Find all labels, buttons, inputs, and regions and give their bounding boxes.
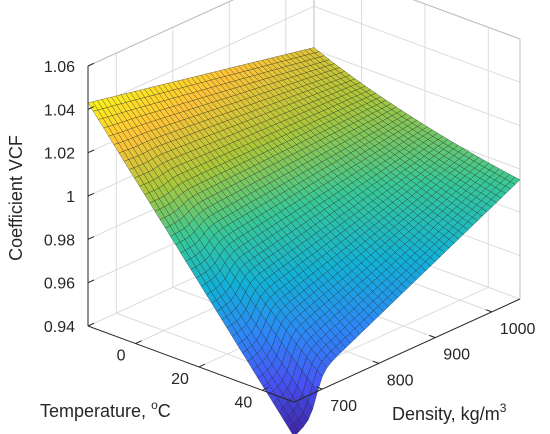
density-tick-mark (316, 386, 323, 390)
surface-plot (87, 47, 521, 434)
temperature-tick-label: 0 (117, 348, 126, 365)
z-tick-labels: 0.94 0.96 0.98 1 1.02 1.04 1.06 (44, 59, 75, 336)
z-tick-mark (87, 149, 95, 154)
surface-cell (509, 176, 521, 185)
temperature-tick-mark (198, 363, 206, 368)
density-tick-mark (485, 309, 492, 313)
z-tick-mark (87, 62, 95, 67)
temperature-tick-labels: 0 20 40 (117, 348, 253, 412)
density-tick-labels: 700 800 900 1000 (330, 321, 535, 415)
z-tick-mark (87, 192, 95, 197)
z-tick-label: 1 (66, 189, 75, 206)
temperature-axis-label: Temperature, oC (40, 398, 171, 421)
temperature-tick-mark (135, 340, 142, 344)
box-edge (412, 0, 521, 40)
z-axis-label: Coefficient VCF (6, 135, 26, 261)
density-tick-label: 900 (443, 347, 470, 364)
temperature-axis-label-sup: o (151, 398, 158, 412)
grid-line (87, 5, 315, 110)
density-tick-label: 700 (330, 398, 357, 415)
temperature-tick-label: 40 (235, 394, 253, 411)
grid-line (313, 49, 521, 127)
axes-box (87, 62, 521, 403)
density-axis-label-text: Density, kg/m (392, 404, 500, 424)
temperature-axis-label-unit: C (158, 401, 171, 421)
density-tick-mark (429, 334, 436, 339)
z-tick-label: 0.94 (44, 319, 75, 336)
z-tick-mark (87, 236, 95, 240)
density-axis-label: Density, kg/m3 (392, 401, 507, 424)
grid-line (313, 5, 521, 83)
density-axis-label-sup: 3 (500, 401, 507, 415)
temperature-tick-mark (262, 387, 269, 391)
z-tick-label: 1.06 (44, 59, 75, 76)
density-axis-line (293, 298, 521, 403)
box-edge (87, 0, 235, 67)
z-tick-label: 1.04 (44, 102, 75, 119)
z-tick-label: 0.96 (44, 276, 75, 293)
density-tick-label: 1000 (500, 321, 536, 338)
z-tick-mark (87, 106, 95, 110)
temperature-tick-label: 20 (171, 371, 189, 388)
density-tick-label: 800 (387, 372, 414, 389)
z-tick-label: 1.02 (44, 146, 75, 163)
temperature-axis-line (87, 325, 295, 403)
z-tick-mark (87, 322, 95, 327)
z-tick-mark (87, 279, 95, 284)
density-tick-mark (372, 360, 379, 364)
temperature-axis-label-text: Temperature, (40, 401, 151, 421)
z-tick-label: 0.98 (44, 232, 75, 249)
grid-line (412, 0, 521, 40)
